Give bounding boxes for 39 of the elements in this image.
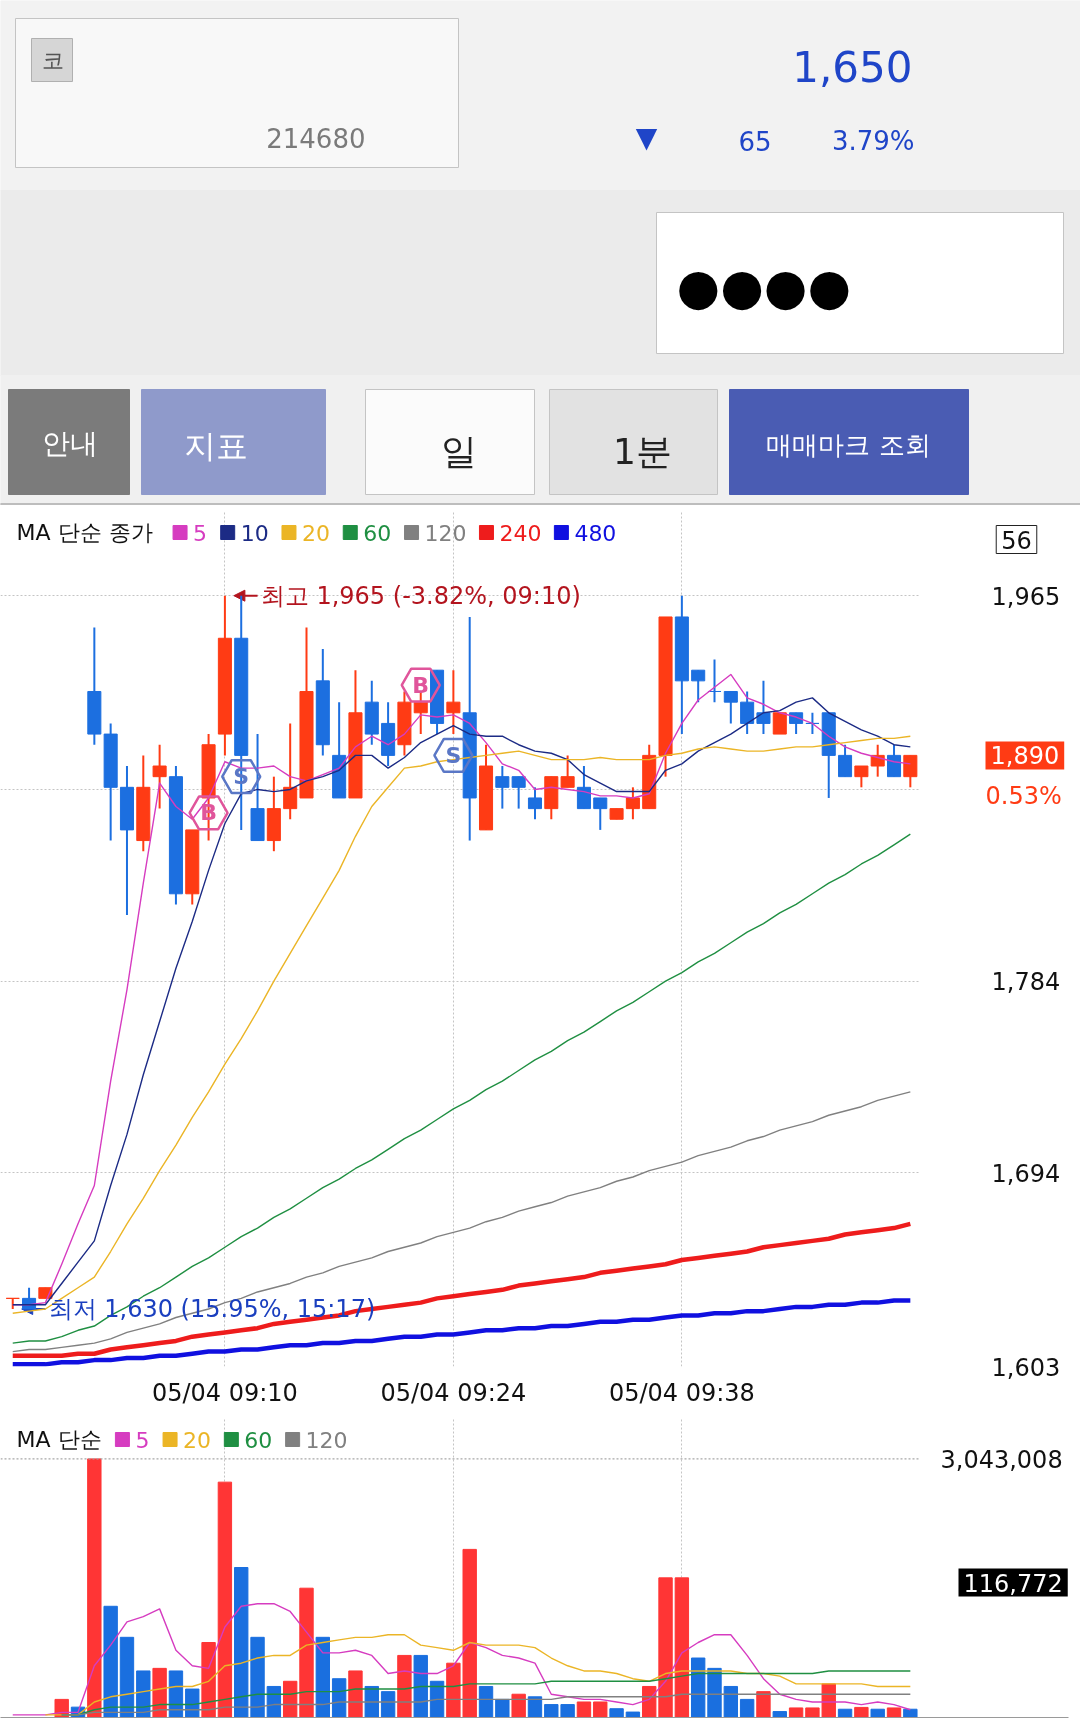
text: ●●●● [676, 257, 852, 316]
text: 3,043,008 [940, 1445, 1063, 1474]
series-label: B [412, 672, 430, 698]
legend-label: 5 [135, 1427, 150, 1453]
legend-label: 60 [363, 520, 392, 546]
legend-label: 20 [301, 520, 330, 546]
y-tick-label: 1,694 [991, 1159, 1061, 1188]
legend-label: 120 [424, 520, 467, 546]
legend-title: MA 단순 [16, 1427, 102, 1452]
text: 1,650 [792, 43, 913, 92]
text: 안내 [41, 427, 98, 460]
text: ▼ [635, 121, 658, 154]
x-tick-label: 05/04 09:38 [608, 1378, 755, 1407]
text: 1,890 [990, 742, 1060, 771]
y-tick-label: 1,603 [991, 1353, 1061, 1382]
legend-label: 5 [193, 520, 208, 546]
text: 1분 [613, 431, 672, 472]
annotation: 최고 1,965 (-3.82%, 09:10) [260, 581, 581, 610]
legend-label: 20 [183, 1427, 212, 1453]
legend-label: 60 [244, 1427, 273, 1453]
text: 65 [738, 126, 772, 157]
text: 0.53% [985, 782, 1062, 811]
legend-label: 10 [240, 520, 269, 546]
text: 지표 [183, 426, 248, 465]
text: 116,772 [963, 1569, 1063, 1598]
x-tick-label: 05/04 09:24 [380, 1378, 527, 1407]
text: 56 [1001, 526, 1032, 555]
legend-title: MA 단순 종가 [16, 520, 153, 545]
text: 3.79% [831, 125, 915, 156]
y-tick-label: 1,784 [991, 968, 1061, 997]
legend-label: 120 [305, 1427, 348, 1453]
text: 코 [41, 48, 64, 73]
text: 214680 [266, 123, 366, 154]
x-tick-label: 05/04 09:10 [151, 1378, 298, 1407]
legend-label: 240 [499, 520, 542, 546]
text: 매매마크 조회 [766, 429, 931, 460]
legend-label: 480 [574, 520, 617, 546]
text: 일 [440, 431, 477, 472]
y-tick-label: 1,965 [991, 582, 1061, 611]
